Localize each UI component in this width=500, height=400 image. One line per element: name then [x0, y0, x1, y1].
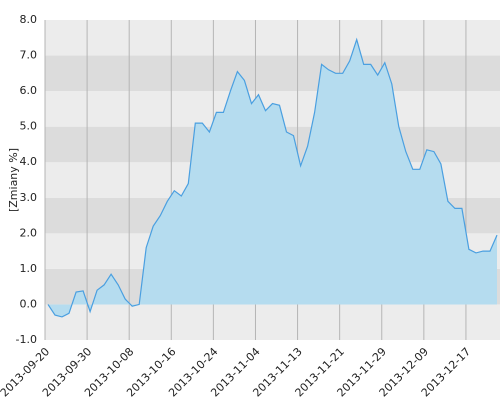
y-axis-label: [Zmiany %] [7, 148, 20, 212]
y-tick-label: -1.0 [16, 333, 37, 346]
y-tick-label: 7.0 [20, 49, 38, 62]
y-tick-label: 5.0 [20, 120, 38, 133]
band [45, 55, 500, 92]
area [48, 39, 497, 317]
band [45, 20, 500, 56]
y-tick-label: 4.0 [20, 155, 38, 168]
y-tick-label: 3.0 [20, 191, 38, 204]
line [47, 37, 498, 318]
y-tick-label: 8.0 [20, 13, 38, 26]
y-tick-label: 1.0 [20, 262, 38, 275]
y-tick-label: 0.0 [20, 297, 38, 310]
y-tick-label: 6.0 [20, 84, 38, 97]
y-tick-label: 2.0 [20, 226, 38, 239]
band [45, 304, 500, 340]
